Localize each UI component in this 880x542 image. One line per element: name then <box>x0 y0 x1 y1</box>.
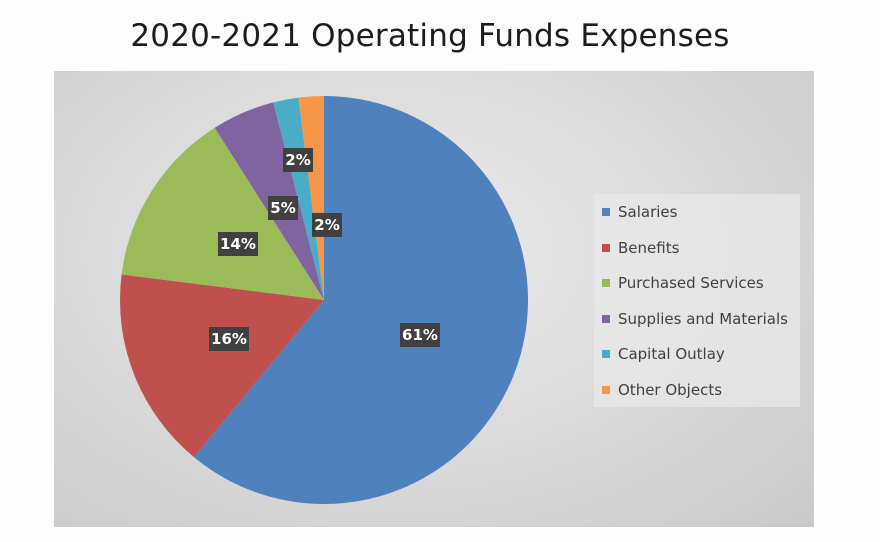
legend-item-other-objects: Other Objects <box>602 380 722 400</box>
chart-title: 2020-2021 Operating Funds Expenses <box>130 18 730 54</box>
data-label-box <box>400 323 440 347</box>
data-label-text: 5% <box>270 199 295 217</box>
pie-slice-purchased-services <box>121 127 324 300</box>
data-label-box <box>209 327 249 351</box>
data-label-text: 2% <box>314 216 339 234</box>
pie-slice-salaries <box>193 96 529 505</box>
legend-item-purchased-services: Purchased Services <box>602 273 764 293</box>
legend-label: Salaries <box>618 203 678 221</box>
legend-label: Capital Outlay <box>618 345 725 363</box>
legend-item-supplies-and-materials: Supplies and Materials <box>602 309 788 329</box>
pie-slice-benefits <box>120 274 324 458</box>
data-label-benefits: 16% <box>209 327 249 351</box>
legend-label: Benefits <box>618 238 680 257</box>
legend-item-benefits: Benefits <box>602 238 679 258</box>
pie-slices <box>120 96 529 505</box>
data-label-text: 14% <box>220 235 256 253</box>
data-label-capital-outlay: 2% <box>283 148 313 172</box>
legend-item-salaries: Salaries <box>602 202 677 222</box>
data-label-box <box>218 232 258 256</box>
pie-data-labels: 61% 16% 14% 5% 2% 2% <box>209 148 440 351</box>
legend-swatch <box>602 279 610 287</box>
data-label-salaries: 61% <box>400 323 440 347</box>
legend-item-capital-outlay: Capital Outlay <box>602 344 725 364</box>
data-label-text: 61% <box>402 326 438 344</box>
legend-swatch <box>602 385 610 394</box>
pie-slice-other-objects <box>298 96 324 300</box>
legend-label: Purchased Services <box>618 274 764 292</box>
legend-label: Other Objects <box>618 380 723 399</box>
data-label-box <box>268 196 298 220</box>
data-label-supplies-and-materials: 5% <box>268 196 298 220</box>
data-label-text: 16% <box>211 330 247 348</box>
legend-swatch <box>602 314 610 323</box>
data-label-box <box>283 148 313 172</box>
data-label-purchased-services: 14% <box>218 232 258 256</box>
legend-swatch <box>602 350 610 358</box>
legend-swatch <box>602 243 610 252</box>
data-label-box <box>312 213 342 237</box>
legend-swatch <box>602 208 610 216</box>
legend-label: Supplies and Materials <box>618 309 788 328</box>
data-label-text: 2% <box>285 151 310 169</box>
data-label-other-objects: 2% <box>312 213 342 237</box>
legend: Salaries Benefits Purchased Services Suppli… <box>594 194 800 407</box>
